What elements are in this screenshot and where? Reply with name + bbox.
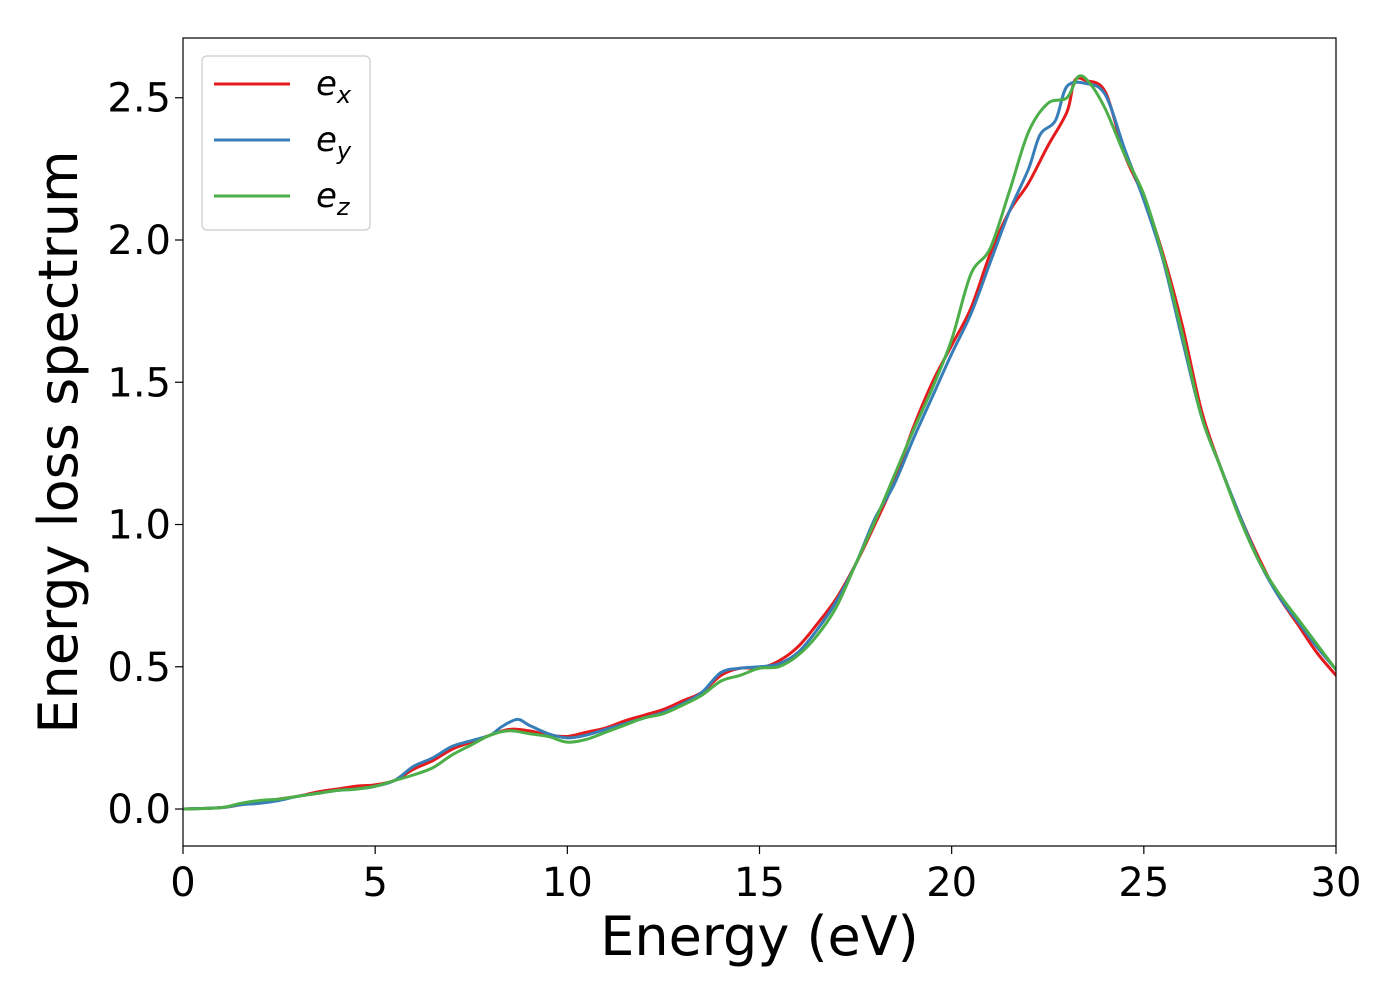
x-tick-label: 10 <box>542 860 593 906</box>
y-axis-title: Energy loss spectrum <box>27 150 90 733</box>
legend-label-y: ey <box>316 120 352 165</box>
x-axis: 0 5 10 15 20 25 30 <box>170 846 1361 906</box>
x-tick-label: 0 <box>170 860 195 906</box>
y-axis: 0.0 0.5 1.0 1.5 2.0 2.5 <box>107 76 183 833</box>
x-tick-label: 5 <box>362 860 387 906</box>
legend-box <box>201 55 371 231</box>
x-tick-label: 20 <box>926 860 977 906</box>
y-tick-label: 0.0 <box>107 787 171 833</box>
legend-label-x: ex <box>316 64 352 109</box>
legend-label-z: ez <box>316 176 351 221</box>
x-tick-label: 15 <box>734 860 785 906</box>
x-tick-label: 25 <box>1118 860 1169 906</box>
y-tick-label: 1.0 <box>107 503 171 549</box>
y-tick-label: 2.0 <box>107 218 171 264</box>
y-tick-label: 0.5 <box>107 645 171 691</box>
y-tick-label: 1.5 <box>107 360 171 406</box>
series-line-z <box>183 74 1336 811</box>
x-axis-title: Energy (eV) <box>600 905 919 968</box>
legend: ex ey ez <box>201 55 371 231</box>
y-tick-label: 2.5 <box>107 76 171 122</box>
plot-lines <box>183 74 1336 811</box>
x-tick-label: 30 <box>1311 860 1362 906</box>
